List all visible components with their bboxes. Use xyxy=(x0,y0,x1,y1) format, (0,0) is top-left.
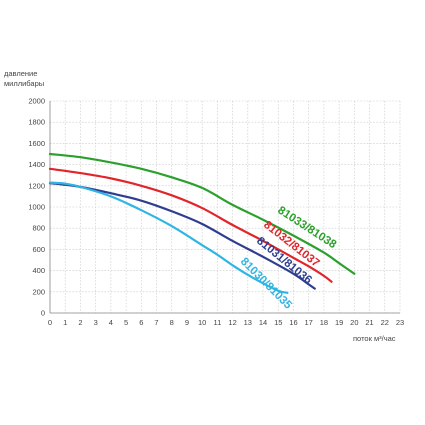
y-tick-label: 1000 xyxy=(28,203,45,212)
y-tick-label: 800 xyxy=(32,224,45,233)
x-axis-label: поток м³/час xyxy=(353,334,396,343)
x-tick-label: 18 xyxy=(320,318,328,327)
axes: 0 1 2 3 4 5 6 7 8 9 10 11 12 13 14 15 16 17 18 19 20 21 22 2302… xyxy=(28,97,404,328)
x-tick-label: 9 xyxy=(185,318,189,327)
y-tick-label: 1800 xyxy=(28,118,45,127)
x-tick-label: 15 xyxy=(274,318,282,327)
x-tick-label: 20 xyxy=(350,318,358,327)
x-tick-label: 21 xyxy=(365,318,373,327)
x-tick-label: 3 xyxy=(94,318,98,327)
y-axis-label-line1: давление xyxy=(4,69,37,78)
y-tick-label: 1400 xyxy=(28,160,45,169)
x-tick-label: 4 xyxy=(109,318,113,327)
x-tick-label: 1 xyxy=(63,318,67,327)
series-lines xyxy=(48,152,356,294)
y-tick-label: 600 xyxy=(32,245,45,254)
x-tick-label: 2 xyxy=(78,318,82,327)
x-tick-label: 6 xyxy=(139,318,143,327)
x-tick-label: 0 xyxy=(48,318,52,327)
x-tick-label: 11 xyxy=(213,318,221,327)
y-tick-label: 200 xyxy=(32,287,45,296)
x-tick-label: 17 xyxy=(305,318,313,327)
series-labels: 81033/8103881032/8103781031/8103681030/8… xyxy=(238,204,339,312)
grid xyxy=(49,100,401,314)
x-tick-label: 10 xyxy=(198,318,206,327)
x-tick-label: 14 xyxy=(259,318,267,327)
series-line-81030-81035 xyxy=(48,181,289,294)
series-line-81032-81037 xyxy=(48,167,333,283)
series-line-81033-81038 xyxy=(48,152,356,275)
y-tick-label: 1600 xyxy=(28,139,45,148)
x-tick-label: 23 xyxy=(396,318,404,327)
x-tick-label: 22 xyxy=(381,318,389,327)
x-tick-label: 5 xyxy=(124,318,128,327)
y-tick-label: 1200 xyxy=(28,181,45,190)
x-tick-label: 13 xyxy=(244,318,252,327)
x-tick-label: 7 xyxy=(154,318,158,327)
y-tick-label: 400 xyxy=(32,266,45,275)
y-tick-label: 0 xyxy=(41,309,45,318)
x-tick-label: 16 xyxy=(289,318,297,327)
x-tick-label: 8 xyxy=(170,318,174,327)
y-tick-label: 2000 xyxy=(28,97,45,106)
x-tick-label: 12 xyxy=(228,318,236,327)
x-tick-label: 19 xyxy=(335,318,343,327)
y-axis-label-line2: миллибары xyxy=(4,79,44,88)
